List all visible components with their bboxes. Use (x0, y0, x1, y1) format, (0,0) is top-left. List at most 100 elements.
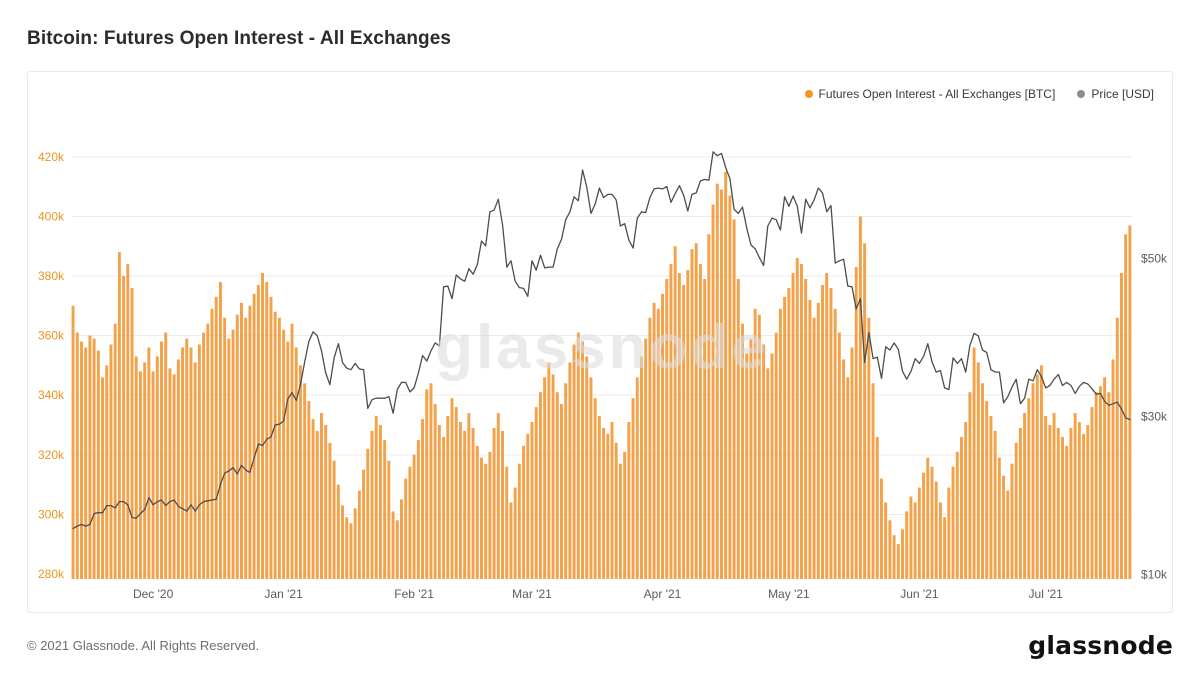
oi-bar[interactable] (176, 359, 180, 579)
oi-bar[interactable] (303, 383, 307, 579)
oi-bar[interactable] (320, 413, 323, 579)
oi-bar[interactable] (1082, 433, 1086, 579)
oi-bar[interactable] (164, 332, 168, 579)
oi-bar[interactable] (1124, 234, 1128, 579)
price-line[interactable] (72, 151, 1131, 530)
oi-bar[interactable] (707, 234, 711, 579)
oi-bar[interactable] (155, 356, 159, 579)
oi-bar[interactable] (791, 273, 795, 579)
oi-bar[interactable] (400, 499, 403, 579)
oi-bar[interactable] (623, 451, 627, 579)
oi-bar[interactable] (1103, 377, 1107, 579)
oi-bar[interactable] (256, 284, 260, 579)
oi-bar[interactable] (374, 416, 378, 579)
oi-bar[interactable] (896, 544, 900, 579)
oi-bar[interactable] (277, 317, 281, 579)
oi-bar[interactable] (715, 183, 719, 580)
oi-bar[interactable] (412, 454, 416, 579)
oi-bar[interactable] (581, 341, 584, 579)
oi-bar[interactable] (315, 430, 319, 579)
oi-bar[interactable] (387, 460, 391, 579)
oi-bar[interactable] (799, 264, 803, 579)
oi-bar[interactable] (92, 338, 96, 579)
oi-bar[interactable] (227, 338, 231, 579)
oi-bar[interactable] (349, 523, 353, 579)
oi-bar[interactable] (425, 389, 429, 579)
oi-bar[interactable] (652, 302, 656, 579)
oi-bar[interactable] (433, 404, 437, 579)
oi-bar[interactable] (842, 359, 846, 579)
oi-bar[interactable] (1069, 427, 1073, 579)
oi-bar[interactable] (686, 270, 690, 579)
oi-bar[interactable] (471, 427, 475, 579)
oi-bar[interactable] (218, 281, 222, 579)
oi-bar[interactable] (669, 264, 673, 579)
oi-bar[interactable] (661, 293, 664, 579)
oi-bar[interactable] (1128, 225, 1132, 579)
oi-bar[interactable] (783, 296, 787, 579)
oi-bar[interactable] (879, 478, 883, 579)
oi-bar[interactable] (273, 311, 277, 579)
oi-bar[interactable] (1010, 463, 1014, 579)
oi-bar[interactable] (787, 287, 791, 579)
oi-bar[interactable] (934, 481, 938, 579)
oi-bar[interactable] (858, 216, 862, 579)
oi-bar[interactable] (762, 344, 766, 579)
oi-bar[interactable] (656, 308, 660, 579)
oi-bar[interactable] (353, 508, 357, 579)
oi-bar[interactable] (947, 487, 951, 579)
oi-bar[interactable] (618, 463, 622, 579)
oi-bar[interactable] (248, 305, 252, 579)
oi-bar[interactable] (370, 430, 374, 579)
oi-bar[interactable] (770, 353, 774, 579)
oi-bar[interactable] (1065, 445, 1069, 579)
oi-bar[interactable] (286, 341, 290, 579)
oi-bar[interactable] (252, 293, 256, 579)
oi-bar[interactable] (572, 344, 576, 579)
oi-bar[interactable] (151, 371, 155, 579)
oi-bar[interactable] (976, 362, 980, 579)
oi-bar[interactable] (1090, 407, 1094, 579)
oi-bar[interactable] (534, 407, 538, 579)
oi-bar[interactable] (1061, 436, 1064, 579)
oi-bar[interactable] (509, 502, 513, 579)
oi-bar[interactable] (1027, 398, 1031, 579)
oi-bar[interactable] (1052, 413, 1056, 579)
oi-bar[interactable] (854, 267, 858, 579)
oi-bar[interactable] (964, 422, 968, 579)
oi-bar[interactable] (568, 362, 572, 579)
oi-bar[interactable] (1014, 442, 1018, 579)
legend-item-open-interest[interactable]: Futures Open Interest - All Exchanges [B… (804, 87, 1055, 101)
oi-bar[interactable] (627, 422, 631, 579)
oi-bar[interactable] (846, 377, 850, 579)
oi-bar[interactable] (1111, 359, 1115, 579)
oi-bar[interactable] (75, 332, 79, 579)
oi-bar[interactable] (429, 383, 433, 579)
oi-bar[interactable] (117, 252, 121, 579)
oi-bar[interactable] (454, 407, 458, 579)
oi-bar[interactable] (172, 374, 176, 579)
oi-bar[interactable] (635, 377, 639, 579)
oi-bar[interactable] (993, 430, 997, 579)
oi-bar[interactable] (467, 413, 471, 579)
oi-bar[interactable] (362, 469, 366, 579)
oi-bar[interactable] (223, 317, 227, 579)
oi-bar[interactable] (496, 413, 500, 579)
oi-bar[interactable] (1077, 422, 1081, 579)
oi-bar[interactable] (336, 484, 340, 579)
oi-bar[interactable] (513, 487, 517, 579)
oi-bar[interactable] (307, 401, 311, 579)
oi-bar[interactable] (1119, 273, 1123, 579)
oi-bar[interactable] (884, 502, 888, 579)
oi-bar[interactable] (113, 323, 117, 579)
oi-bar[interactable] (210, 308, 214, 579)
oi-bar[interactable] (837, 332, 841, 579)
oi-bar[interactable] (989, 416, 993, 579)
oi-bar[interactable] (631, 398, 635, 579)
oi-bar[interactable] (143, 362, 147, 579)
oi-bar[interactable] (959, 436, 963, 579)
oi-bar[interactable] (547, 362, 551, 579)
oi-bar[interactable] (261, 273, 265, 579)
oi-bar[interactable] (1002, 475, 1006, 579)
oi-bar[interactable] (240, 302, 243, 579)
